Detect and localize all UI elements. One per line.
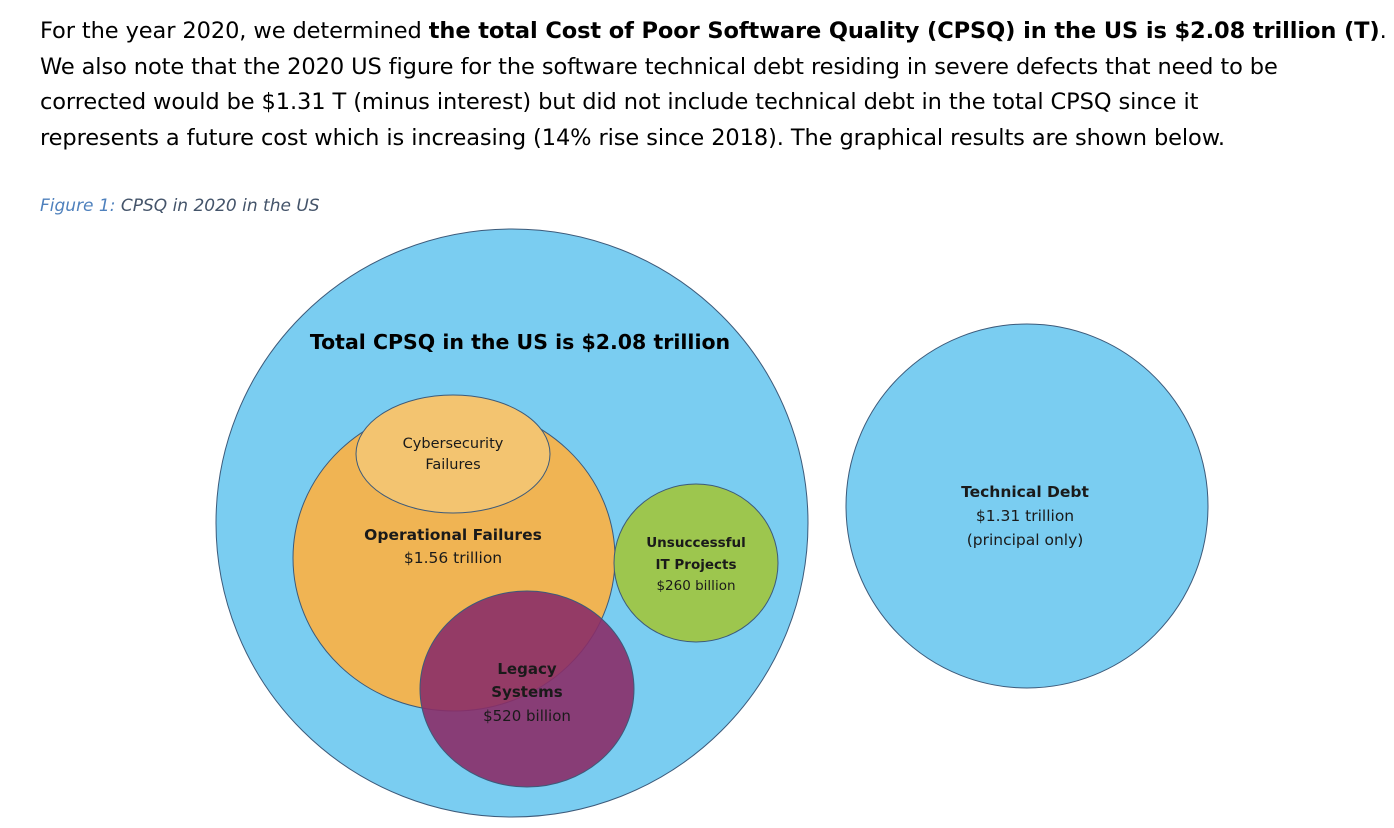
legacy-systems-value: $520 billion bbox=[483, 707, 571, 725]
intro-paragraph: For the year 2020, we determined the tot… bbox=[40, 14, 1387, 156]
unsuccessful-it-value: $260 billion bbox=[656, 578, 735, 594]
unsuccessful-it-projects-circle bbox=[613, 483, 779, 643]
paragraph-line-4: represents a future cost which is increa… bbox=[40, 124, 1225, 151]
technical-debt-note: (principal only) bbox=[967, 531, 1084, 549]
unsuccessful-it-label-line-2: IT Projects bbox=[655, 557, 736, 573]
legacy-systems-label-line-2: Systems bbox=[491, 683, 562, 701]
paragraph-line-1-text: For the year 2020, we determined bbox=[40, 18, 429, 44]
cybersecurity-label-line-1: Cybersecurity bbox=[403, 436, 504, 452]
technical-debt-label: Technical Debt bbox=[961, 483, 1089, 501]
legacy-systems-circle bbox=[419, 590, 635, 788]
operational-failures-value: $1.56 trillion bbox=[404, 549, 502, 567]
total-cpsq-label: Total CPSQ in the US is $2.08 trillion bbox=[310, 330, 730, 354]
operational-failures-label: Operational Failures bbox=[364, 526, 542, 544]
figure-caption: Figure 1: CPSQ in 2020 in the US bbox=[40, 196, 320, 216]
technical-debt-value: $1.31 trillion bbox=[976, 507, 1074, 525]
paragraph-line-1: For the year 2020, we determined the tot… bbox=[40, 14, 1387, 50]
paragraph-line-3: corrected would be $1.31 T (minus intere… bbox=[40, 89, 1199, 115]
figure-caption-label: Figure 1: bbox=[40, 196, 116, 216]
legacy-systems-label-line-1: Legacy bbox=[497, 660, 556, 678]
paragraph-line-1-end: . bbox=[1379, 18, 1387, 44]
unsuccessful-it-label-line-1: Unsuccessful bbox=[646, 535, 746, 551]
technical-debt-circle bbox=[845, 323, 1209, 689]
paragraph-bold-statement: the total Cost of Poor Software Quality … bbox=[428, 18, 1380, 44]
cybersecurity-failures-ellipse bbox=[355, 394, 551, 514]
paragraph-line-2: We also note that the 2020 US figure for… bbox=[40, 53, 1278, 80]
cybersecurity-label-line-2: Failures bbox=[425, 457, 480, 473]
figure-caption-text: CPSQ in 2020 in the US bbox=[115, 196, 320, 216]
